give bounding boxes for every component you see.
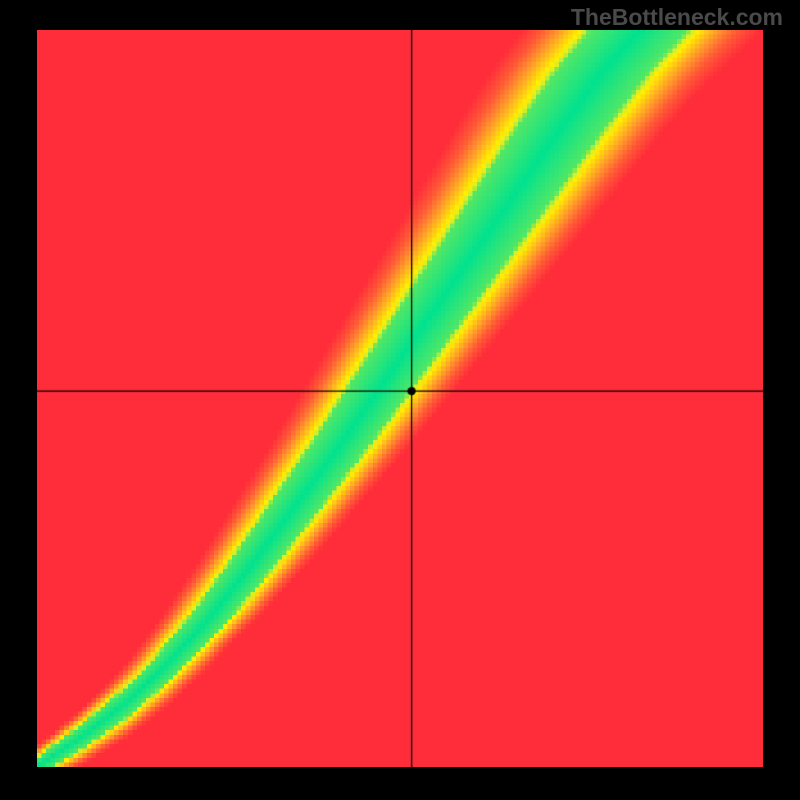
crosshair-overlay xyxy=(37,30,763,767)
chart-container: TheBottleneck.com xyxy=(0,0,800,800)
attribution-text: TheBottleneck.com xyxy=(571,4,783,31)
